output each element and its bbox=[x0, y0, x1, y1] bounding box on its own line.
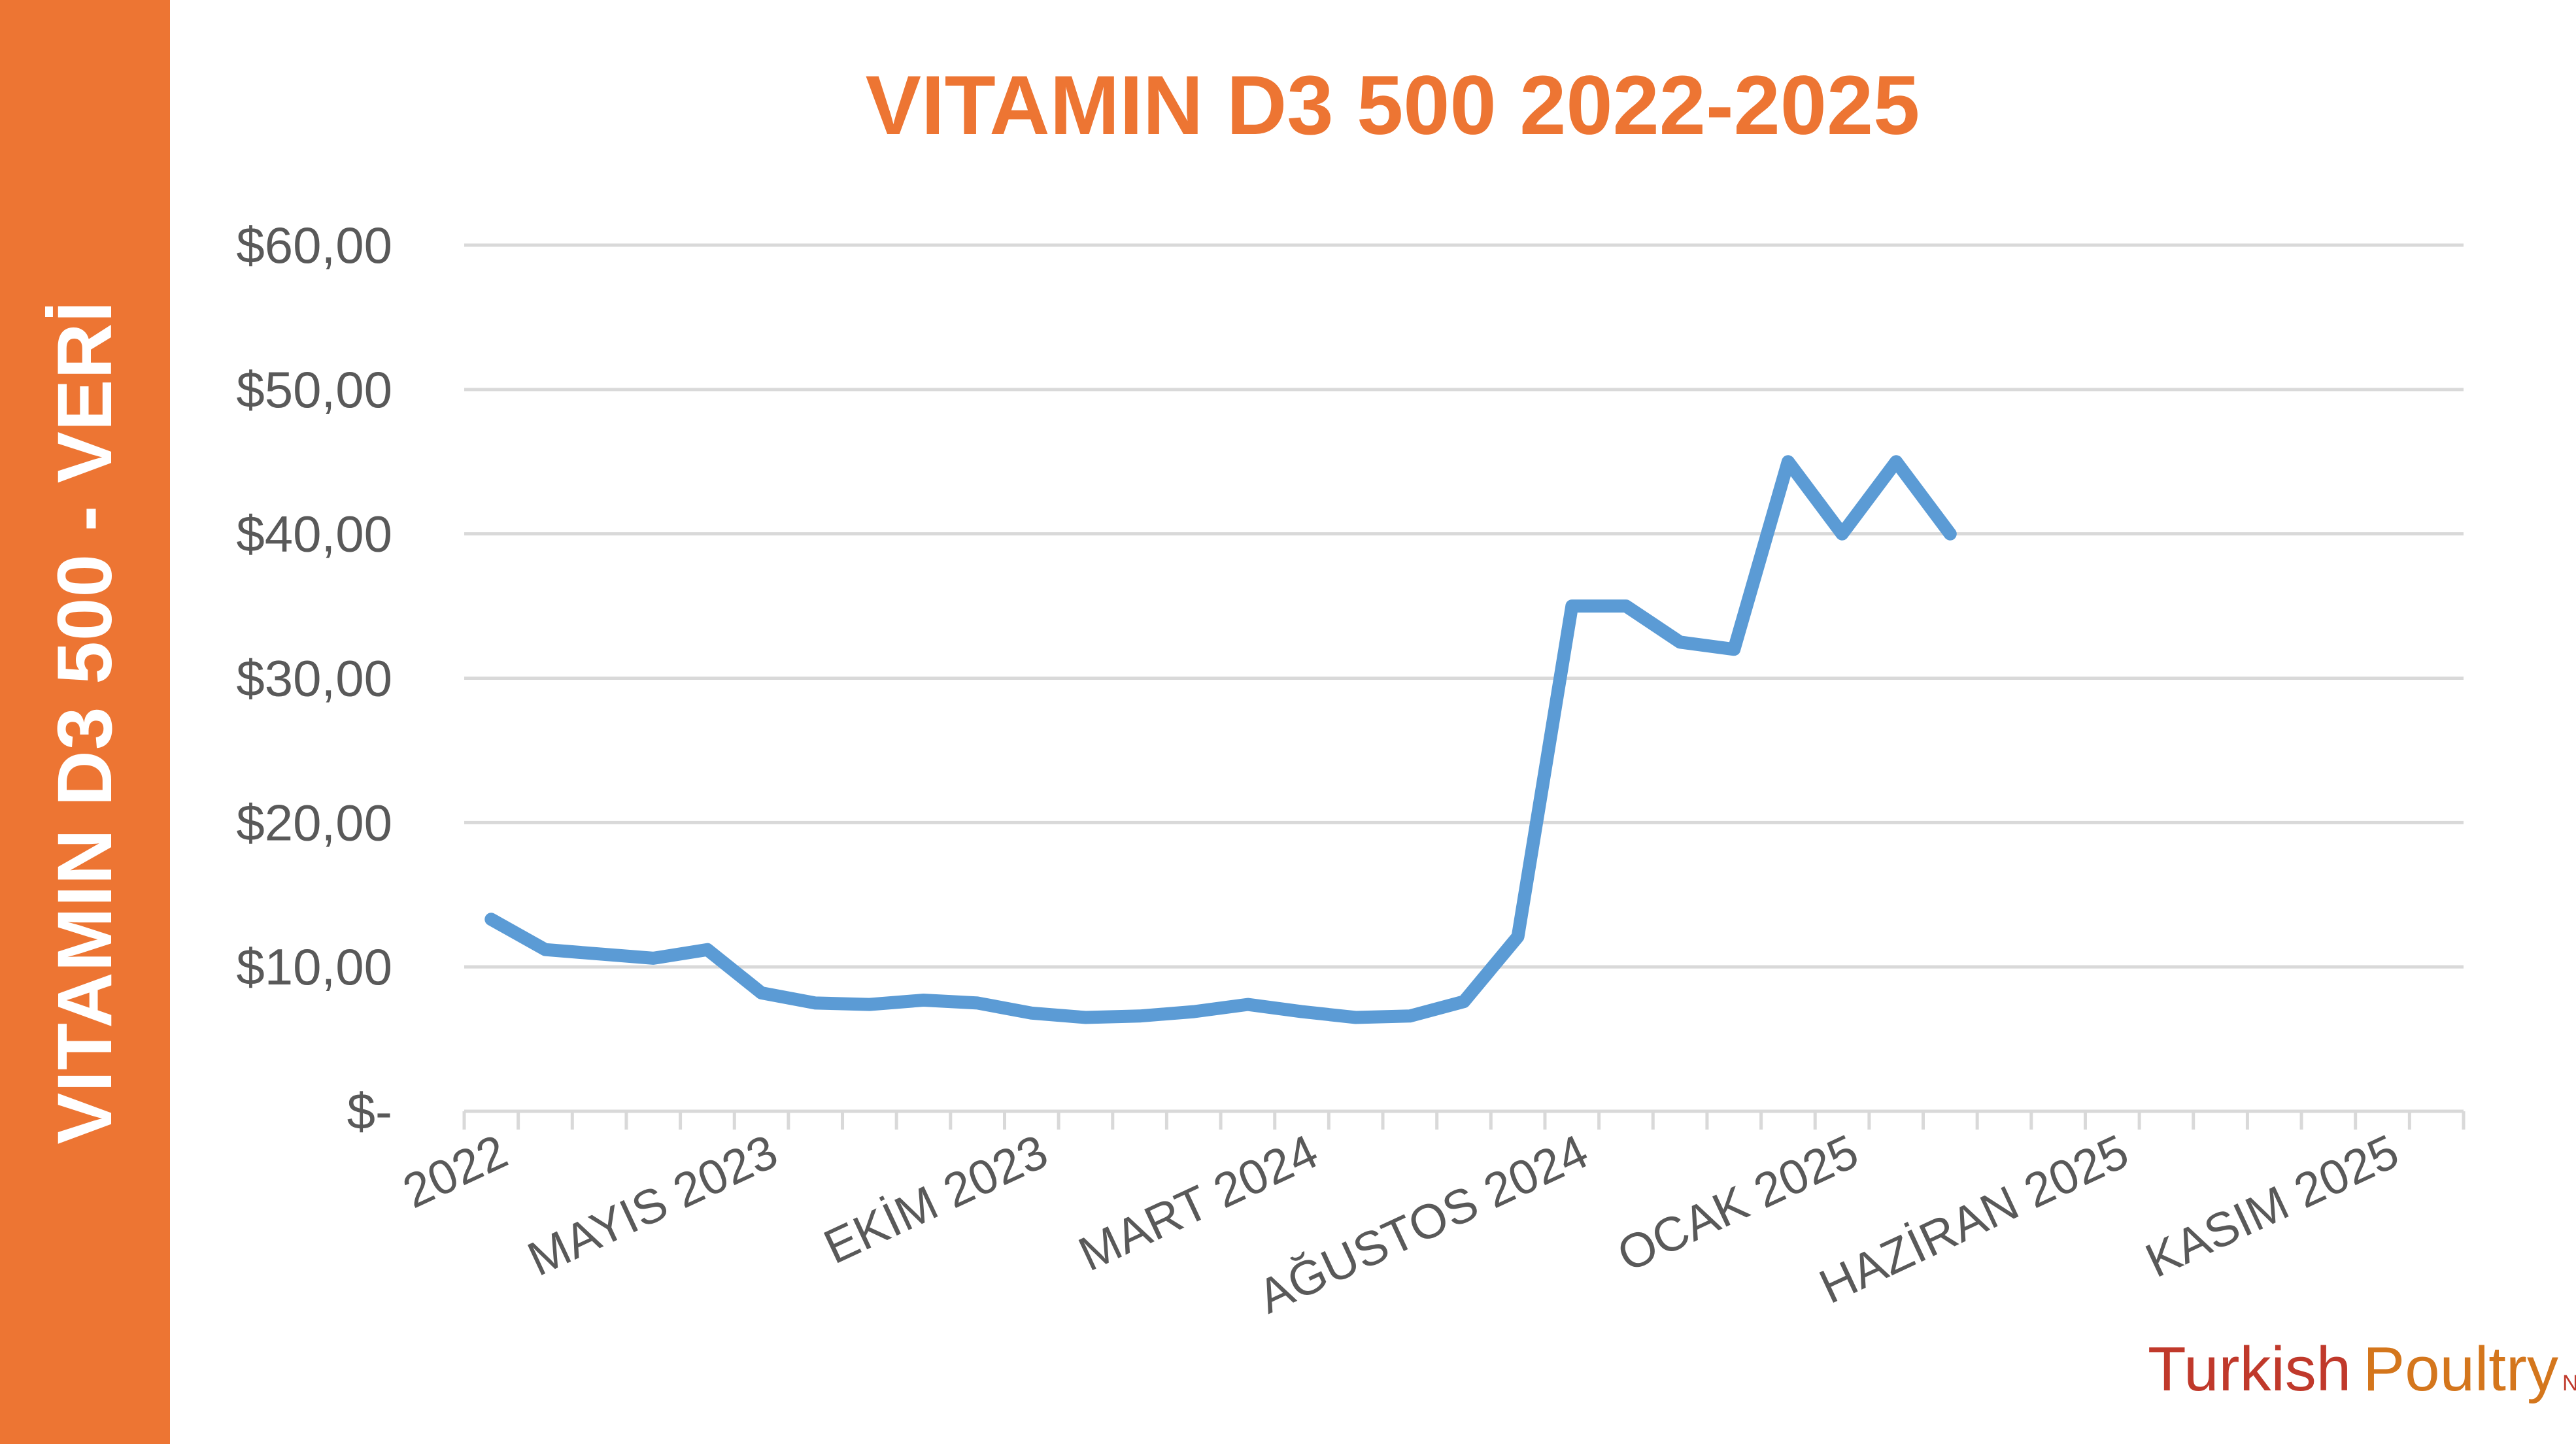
logo-suffix-net: Net bbox=[2562, 1371, 2576, 1396]
series-layer bbox=[484, 455, 1957, 1024]
logo-word-poultry: Poultry bbox=[2363, 1334, 2558, 1404]
series-line bbox=[484, 455, 1957, 1024]
logo-word-turkish: Turkish bbox=[2148, 1334, 2352, 1404]
y-tick-label: $20,00 bbox=[236, 794, 392, 851]
x-tick-label: HAZİRAN 2025 bbox=[1811, 1124, 2136, 1314]
y-tick-label: $- bbox=[347, 1083, 392, 1140]
y-tick-label: $60,00 bbox=[236, 216, 392, 274]
side-band: VITAMIN D3 500 - VERİ bbox=[0, 0, 170, 1444]
x-tick-label: KASIM 2025 bbox=[2137, 1124, 2407, 1288]
y-tick-label: $10,00 bbox=[236, 938, 392, 996]
gridlines bbox=[464, 243, 2464, 969]
x-tick-label: MAYIS 2023 bbox=[520, 1124, 786, 1286]
y-axis-tick-labels: $- $10,00 $20,00 $30,00 $40,00 $50,00 $60,00 bbox=[236, 216, 392, 1140]
x-tick-label: 2022 bbox=[395, 1124, 515, 1218]
y-tick-label: $50,00 bbox=[236, 361, 392, 418]
y-tick-label: $30,00 bbox=[236, 650, 392, 707]
x-tick-label: EKİM 2023 bbox=[816, 1124, 1056, 1274]
y-tick-label: $40,00 bbox=[236, 505, 392, 563]
x-axis-tick-labels: 2022 MAYIS 2023 EKİM 2023 MART 2024AĞUSTOS … bbox=[395, 1124, 2407, 1324]
x-axis bbox=[462, 1109, 2466, 1130]
chart-title: VITAMIN D3 500 2022-2025 bbox=[866, 59, 1920, 152]
